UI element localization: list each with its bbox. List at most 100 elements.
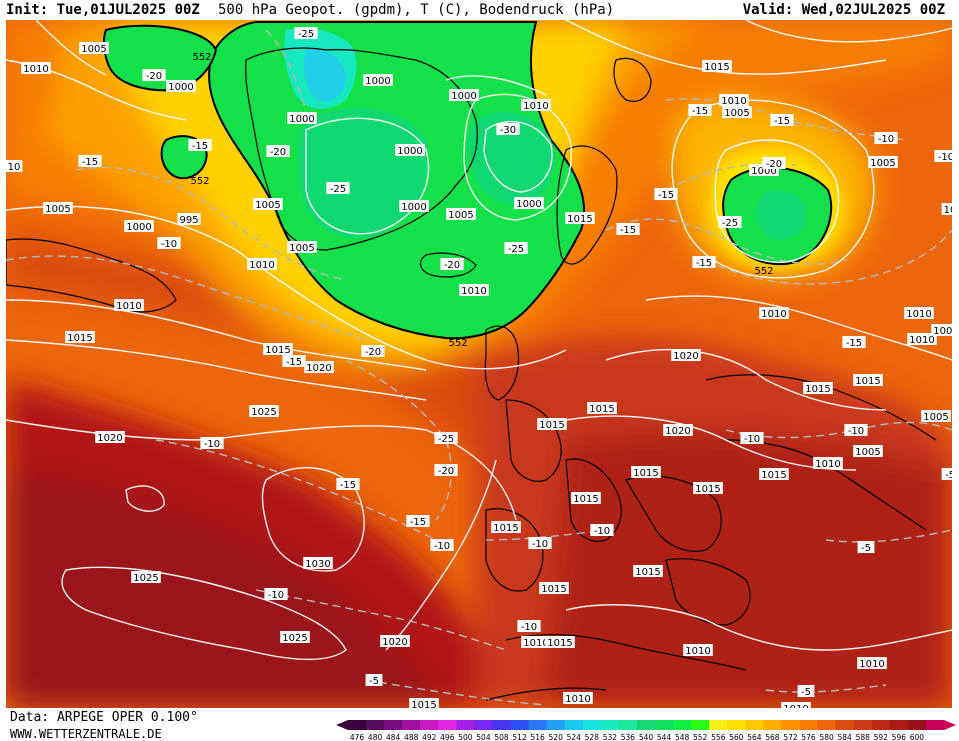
pressure-label-text: 1015 — [265, 345, 290, 356]
temperature-label: -25 — [434, 432, 458, 445]
pressure-label-box — [587, 402, 617, 414]
pressure-label: 1015 — [853, 374, 883, 387]
pressure-label-box — [868, 156, 898, 168]
pressure-label-text: 1010 — [815, 459, 840, 470]
pressure-label-text: 1030 — [305, 559, 330, 570]
pressure-label-box — [380, 635, 410, 647]
colorbar-cell — [456, 720, 475, 730]
temperature-label-text: -25 — [298, 29, 314, 40]
temperature-label-box — [941, 468, 952, 480]
pressure-label-text: 1010 — [909, 335, 934, 346]
pressure-label-text: 1025 — [133, 573, 158, 584]
pressure-label-box — [633, 565, 663, 577]
temperature-label: -15 — [282, 355, 306, 368]
pressure-label-text: 1005 — [81, 44, 106, 55]
pressure-label-box — [853, 445, 883, 457]
temperature-label-text: -10 — [532, 539, 548, 550]
pressure-label-text: 1000 — [451, 91, 476, 102]
temperature-label-box — [440, 258, 464, 270]
pressure-label-text: 1020 — [382, 637, 407, 648]
colorbar-tick-label: 588 — [856, 733, 871, 741]
pressure-label-box — [631, 466, 661, 478]
colorbar-right-arrow — [944, 720, 956, 730]
colorbar-tick-label: 500 — [458, 733, 473, 741]
colorbar-tick-label: 576 — [801, 733, 816, 741]
colorbar-ticks: 476 480 484 488 492 496 500 504 508 512 516 520 524 5… — [350, 733, 924, 741]
temperature-label-text: -15 — [192, 141, 208, 152]
temperature-label: -15 — [406, 515, 430, 528]
colorbar-cell — [600, 720, 620, 730]
pressure-label: 1010 — [114, 299, 144, 312]
colorbar-tick-label: 524 — [567, 733, 582, 741]
map-title: 500 hPa Geopot. (gpdm), T (C), Bodendruc… — [218, 2, 615, 18]
temperature-label-box — [78, 155, 102, 167]
colorbar-tick-label: 492 — [422, 733, 437, 741]
map-labels: 1005101010001000100010101000100010001005… — [6, 27, 952, 708]
pressure-label-box — [693, 482, 723, 494]
pressure-label: 1020 — [380, 635, 410, 648]
temperature-label-text: -20 — [270, 147, 286, 158]
temperature-label-box — [762, 157, 786, 169]
colorbar-cell — [907, 720, 927, 730]
colorbar-cell — [420, 720, 439, 730]
temperature-label: -30 — [496, 123, 520, 136]
pressure-label-text: 1015 — [589, 404, 614, 415]
pressure-label: 1010 — [459, 284, 489, 297]
pressure-label: 1015 — [539, 582, 569, 595]
colorbar-tick-label: 484 — [386, 733, 401, 741]
temperature-label: -10 — [157, 237, 181, 250]
colorbar-tick-label: 584 — [838, 733, 853, 741]
pressure-label-box — [409, 698, 439, 708]
temperature-label-box — [504, 242, 528, 254]
temperature-label: -5 — [857, 541, 875, 554]
colorbar-cell — [474, 720, 493, 730]
pressure-label-text: 1000 — [516, 199, 541, 210]
pressure-label: 1015 — [631, 466, 661, 479]
map-footer: Data: ARPEGE OPER 0.100° WWW.WETTERZENTR… — [0, 708, 959, 741]
pressure-label-box — [683, 644, 713, 656]
temperature-label-text: -20 — [438, 466, 454, 477]
pressure-label-box — [759, 307, 789, 319]
temperature-label: -10 — [264, 588, 288, 601]
colorbar-cell — [691, 720, 710, 730]
colorbar-tick-label: 596 — [892, 733, 907, 741]
temperature-label-box — [434, 432, 458, 444]
geopotential-label-text: 552 — [754, 266, 773, 277]
pressure-label-box — [95, 431, 125, 443]
pressure-label: 1010 — [247, 258, 277, 271]
pressure-label: 1000 — [449, 89, 479, 102]
temperature-label-box — [528, 537, 552, 549]
temperature-label: -15 — [842, 336, 866, 349]
pressure-label: 1005 — [287, 241, 317, 254]
pressure-label: 1005 — [868, 156, 898, 169]
pressure-label: 995 — [177, 213, 201, 226]
pressure-label-text: 1000 — [289, 114, 314, 125]
pressure-label-text: 1010 — [859, 659, 884, 670]
colorbar-tick-label: 516 — [530, 733, 545, 741]
pressure-label-text: 1000 — [126, 222, 151, 233]
geopotential-label: 552 — [754, 266, 773, 277]
pressure-label-box — [571, 492, 601, 504]
edge-label-text: 10 — [8, 162, 21, 173]
temperature-label-text: -5 — [945, 470, 952, 481]
temperature-label-box — [590, 524, 614, 536]
colorbar-tick-label: 532 — [603, 733, 618, 741]
pressure-label-box — [131, 571, 161, 583]
pressure-label: 1025 — [131, 571, 161, 584]
colorbar-cell — [799, 720, 819, 730]
colorbar-cell — [655, 720, 674, 730]
colorbar-cells — [336, 720, 956, 730]
pressure-label-text: 1015 — [411, 700, 436, 708]
temperature-label: -10 — [528, 537, 552, 550]
temperature-label-box — [336, 478, 360, 490]
pressure-label-box — [124, 220, 154, 232]
temperature-label: -10 — [590, 524, 614, 537]
pressure-label: 1010 — [521, 99, 551, 112]
pressure-label-text: 1015 — [704, 62, 729, 73]
pressure-label-box — [759, 468, 789, 480]
temperature-label-text: -15 — [410, 517, 426, 528]
pressure-label-box — [565, 212, 595, 224]
pressure-label-text: 1015 — [635, 567, 660, 578]
pressure-label: 1015 — [693, 482, 723, 495]
